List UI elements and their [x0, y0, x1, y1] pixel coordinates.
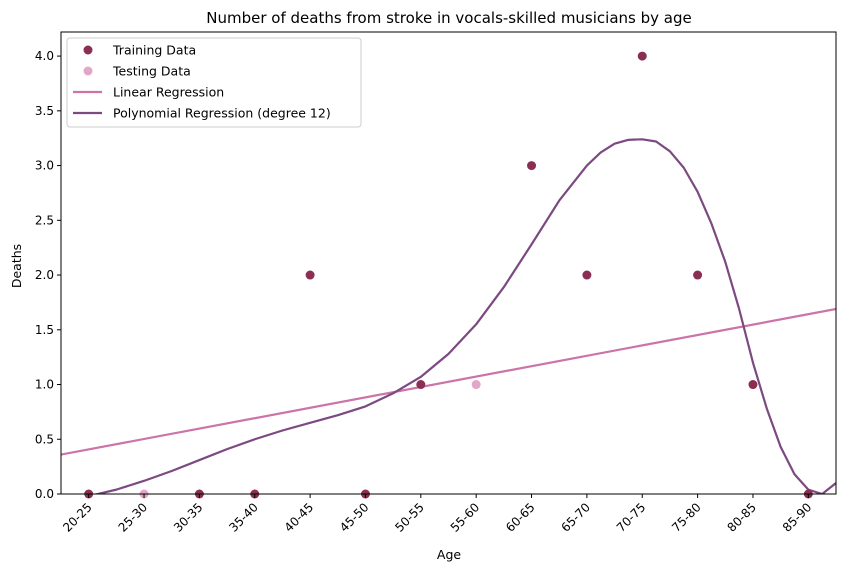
data-point-1-1 — [471, 380, 481, 390]
legend: Training Data Testing Data Linear Regressi… — [66, 37, 362, 128]
data-point-0-6 — [527, 161, 537, 171]
y-tick-label-6: 3.0 — [35, 159, 54, 173]
y-tick-label-3: 1.5 — [35, 323, 54, 337]
legend-box — [66, 37, 362, 128]
y-tick-label-4: 2.0 — [35, 268, 54, 282]
data-point-0-10 — [748, 380, 758, 390]
data-point-0-8 — [637, 51, 647, 61]
data-point-0-3 — [305, 270, 315, 280]
y-tick-label-0: 0.0 — [35, 487, 54, 501]
y-tick-label-5: 2.5 — [35, 213, 54, 227]
chart-title: Number of deaths from stroke in vocals-s… — [206, 9, 691, 27]
y-tick-label-2: 1.0 — [35, 378, 54, 392]
plot-contents — [61, 138, 836, 494]
y-tick-label-8: 4.0 — [35, 49, 54, 63]
x-axis-label: Age — [437, 547, 461, 562]
legend-label-0: Training Data — [112, 43, 196, 58]
axes-frame — [60, 31, 837, 495]
y-tick-label-1: 0.5 — [35, 432, 54, 446]
legend-label-2: Linear Regression — [113, 85, 224, 100]
series-line-3 — [93, 138, 836, 494]
legend-label-1: Testing Data — [112, 64, 191, 79]
legend-label-3: Polynomial Regression (degree 12) — [113, 106, 331, 121]
series-line-2 — [61, 307, 836, 456]
legend-marker-1 — [83, 66, 93, 76]
data-point-0-5 — [416, 380, 426, 390]
legend-marker-0 — [83, 45, 93, 55]
data-point-0-7 — [582, 270, 592, 280]
y-tick-label-7: 3.5 — [35, 104, 54, 118]
data-point-0-9 — [693, 270, 703, 280]
y-axis-label: Deaths — [9, 244, 24, 288]
